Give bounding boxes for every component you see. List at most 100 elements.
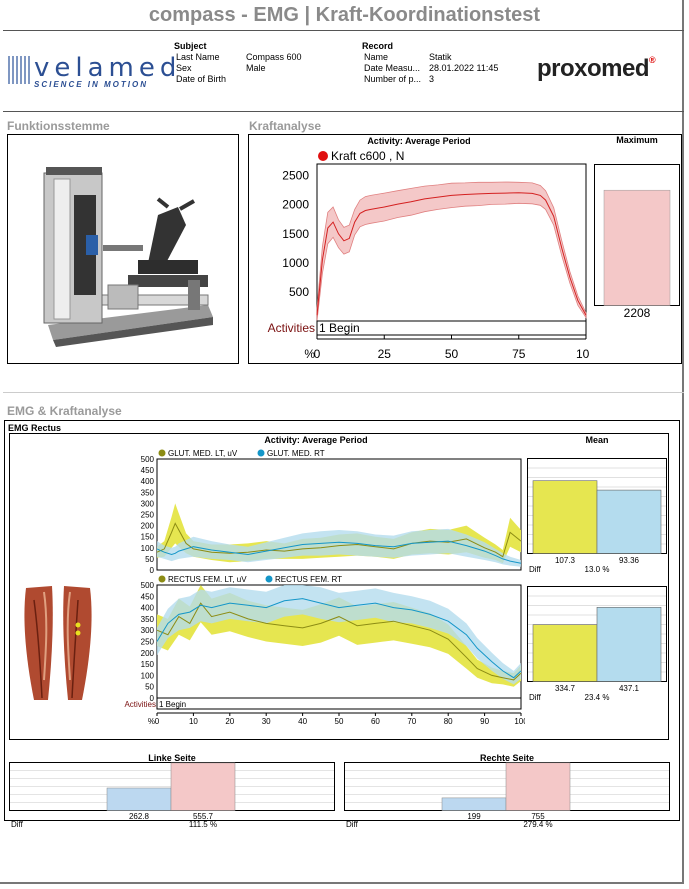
record-value-name: Statik — [429, 52, 452, 62]
kraft-chart-title: Activity: Average Period — [367, 136, 470, 146]
record-header: Record — [362, 41, 394, 51]
glut-y-tick-label: 350 — [141, 488, 155, 497]
rectus-y-tick-label: 150 — [141, 660, 155, 669]
record-value-number: 3 — [429, 74, 435, 84]
rechte-value-label: 199 — [467, 812, 481, 821]
glut-lt-legend-label: GLUT. MED. LT, uV — [168, 449, 238, 458]
kraft-line — [316, 192, 587, 316]
section-funktion-title: Funktionsstemme — [7, 119, 110, 133]
glut-y-tick-label: 300 — [141, 499, 155, 508]
glut-y-tick-label: 50 — [145, 555, 154, 564]
kraft-line-chart: Activity: Average Period Kraft c600 , N … — [268, 136, 589, 361]
subject-value-sex: Male — [246, 63, 266, 73]
machine-image — [43, 167, 213, 347]
kraft-maximum-chart: 2208 — [594, 164, 680, 320]
electrode-marker — [75, 622, 81, 628]
rectus-y-tick-label: 350 — [141, 615, 155, 624]
rectus-y-tick-label: 500 — [141, 581, 155, 590]
velamed-tagline: SCIENCE IN MOTION — [34, 80, 149, 89]
kraft-chart-box — [248, 134, 682, 364]
rectus-x-tick-label: 30 — [262, 717, 271, 726]
linke-seite-title: Linke Seite — [148, 753, 196, 763]
mean-glut-bar-rt — [596, 489, 662, 554]
mean-title: Mean — [585, 435, 609, 445]
kraft-x-tick-label: 75 — [512, 347, 526, 361]
glut-y-tick-label: 100 — [141, 544, 155, 553]
rectus-rt-band — [157, 585, 521, 685]
mean-glut-diff-label: Diff — [529, 565, 542, 574]
subject-value-last-name: Compass 600 — [246, 52, 302, 62]
rectus-rt-legend-label: RECTUS FEM. RT — [275, 575, 342, 584]
rectus-emg-chart: RECTUS FEM. LT, uV RECTUS FEM. RT 050100… — [124, 575, 525, 726]
glut-chart-title: Activity: Average Period — [264, 435, 367, 445]
kraft-x-tick-label: 100 — [576, 347, 589, 361]
rectus-x-tick-label: 10 — [189, 717, 198, 726]
section-kraft-title: Kraftanalyse — [249, 119, 322, 133]
record-label-date: Date Measu... — [364, 63, 421, 73]
divider — [3, 392, 684, 393]
glut-rt-legend-label: GLUT. MED. RT — [267, 449, 325, 458]
velamed-name: velamed — [34, 53, 182, 83]
rectus-x-tick-label: 0 — [155, 717, 160, 726]
glut-y-tick-label: 500 — [141, 455, 155, 464]
rectus-x-tick-label: 60 — [371, 717, 380, 726]
electrode-marker — [75, 630, 81, 636]
emg-box-title: EMG Rectus — [8, 423, 62, 433]
glut-y-tick-label: 400 — [141, 477, 155, 486]
rectus-activities-label: Activities — [124, 700, 156, 709]
kraft-legend-marker — [318, 151, 328, 161]
kraft-legend-label: Kraft c600 , N — [331, 149, 404, 163]
glut-rt-band — [157, 528, 521, 567]
glut-y-tick-label: 250 — [141, 511, 155, 520]
record-label-number: Number of p... — [364, 74, 422, 84]
subject-label-sex: Sex — [176, 63, 192, 73]
rectus-rt-legend-marker — [265, 575, 273, 583]
rectus-activity-strip — [156, 697, 522, 710]
rectus-x-tick-label: 40 — [298, 717, 307, 726]
rectus-y-tick-label: 250 — [141, 638, 155, 647]
mean-title-wrap: Mean — [527, 435, 667, 445]
kraft-y-tick-label: 1500 — [282, 227, 309, 241]
rectus-y-tick-label: 0 — [150, 694, 155, 703]
glut-rt-line — [156, 540, 522, 564]
divider — [3, 30, 684, 31]
emg-chart-box — [9, 433, 669, 740]
mean-glut-diff-value: 13.0 % — [585, 565, 610, 574]
rectus-x-tick-label: 70 — [407, 717, 416, 726]
velamed-logo-mark — [8, 56, 30, 84]
glut-y-tick-label: 150 — [141, 533, 155, 542]
glut-lt-legend-marker — [158, 449, 166, 457]
mean-glut-chart: 107.3 93.36 Diff 13.0 % — [527, 458, 667, 574]
linke-value-label: 262.8 — [129, 812, 150, 821]
record-value-date: 28.01.2022 11:45 — [429, 63, 499, 73]
kraft-maximum-value: 2208 — [624, 306, 651, 320]
rectus-x-tick-label: 80 — [444, 717, 453, 726]
rectus-rt-line — [156, 598, 522, 679]
rectus-x-tick-label: 20 — [225, 717, 234, 726]
glut-lt-line — [156, 522, 522, 558]
linke-bar-kraft — [170, 762, 236, 811]
rectus-activity-name: 1 Begin — [159, 700, 186, 709]
kraft-y-tick-label: 1000 — [282, 256, 309, 270]
mean-rectus-bar-rt — [596, 606, 662, 682]
kraft-band — [316, 181, 587, 322]
rectus-y-tick-label: 50 — [145, 683, 154, 692]
rechte-value-label: 755 — [531, 812, 545, 821]
velamed-logo: velamed SCIENCE IN MOTION — [6, 50, 176, 92]
rectus-x-tick-label: 90 — [480, 717, 489, 726]
rectus-x-tick-label: 50 — [335, 717, 344, 726]
mean-glut-value-label: 93.36 — [619, 556, 640, 565]
glut-emg-chart: Activity: Average Period GLUT. MED. LT, … — [141, 435, 522, 575]
mean-glut-bar-lt — [532, 480, 598, 554]
kraft-x-tick-label: 25 — [378, 347, 392, 361]
rectus-y-tick-label: 100 — [141, 671, 155, 680]
mean-rectus-value-label: 334.7 — [555, 684, 576, 693]
subject-label-dob: Date of Birth — [176, 74, 227, 84]
kraft-x-tick-label: 50 — [445, 347, 459, 361]
mean-rectus-bar-lt — [532, 624, 598, 682]
linke-diff-value: 111.5 % — [189, 820, 217, 829]
rectus-x-tick-label: 100 — [514, 717, 525, 726]
rechte-diff-label: Diff — [346, 820, 359, 829]
proxomed-mark: ® — [649, 55, 656, 65]
